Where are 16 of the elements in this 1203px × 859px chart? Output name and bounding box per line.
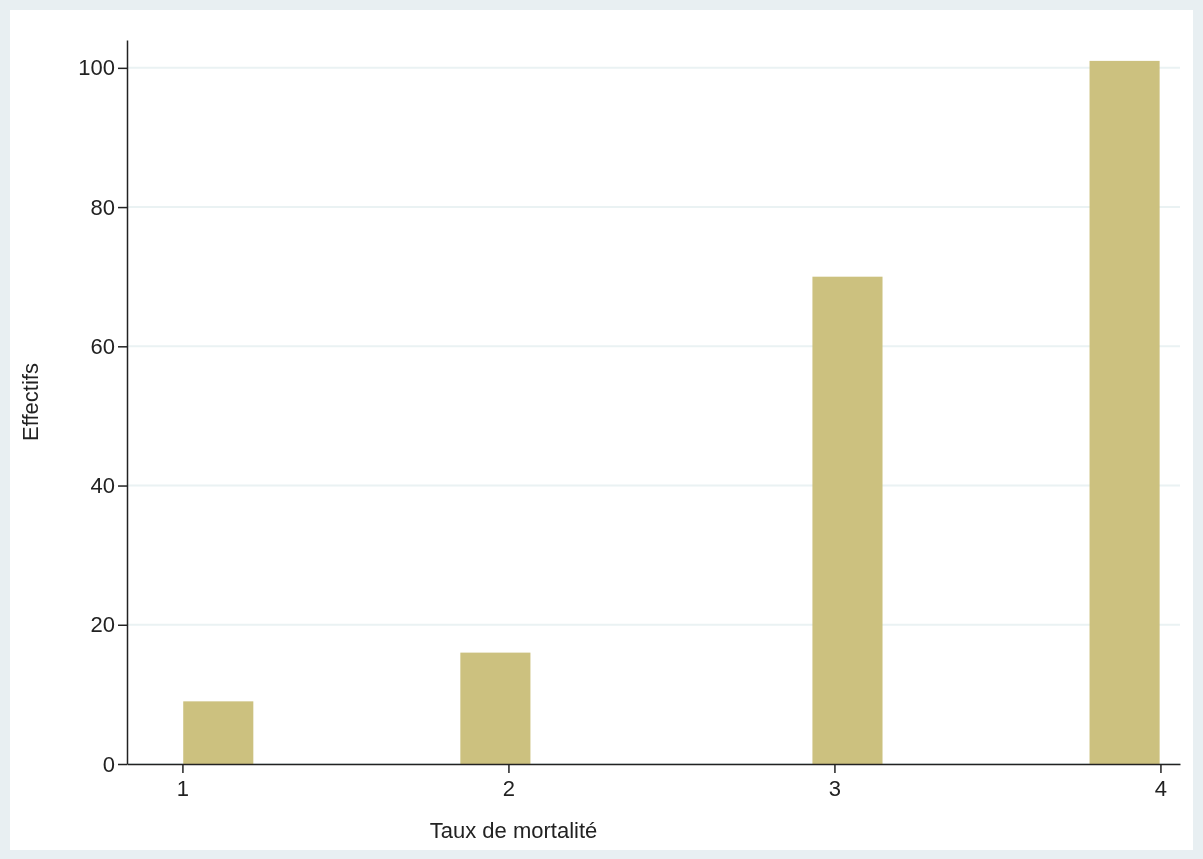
bar bbox=[460, 652, 531, 764]
bar bbox=[1089, 60, 1160, 764]
x-axis-title: Taux de mortalité bbox=[429, 818, 598, 843]
y-axis-title: Effectifs bbox=[18, 363, 43, 441]
y-tick-label: 20 bbox=[90, 612, 115, 638]
bar bbox=[812, 276, 883, 764]
x-tick-label: 3 bbox=[828, 775, 842, 801]
x-tick-label: 4 bbox=[1154, 775, 1168, 801]
bar bbox=[183, 701, 254, 764]
y-tick-label: 60 bbox=[90, 333, 115, 359]
y-tick-label: 80 bbox=[90, 194, 115, 220]
y-tick-label: 100 bbox=[78, 55, 115, 81]
x-tick-label: 2 bbox=[502, 775, 516, 801]
y-tick-label: 40 bbox=[90, 473, 115, 499]
x-tick-label: 1 bbox=[176, 775, 190, 801]
y-tick-label: 0 bbox=[102, 751, 115, 777]
